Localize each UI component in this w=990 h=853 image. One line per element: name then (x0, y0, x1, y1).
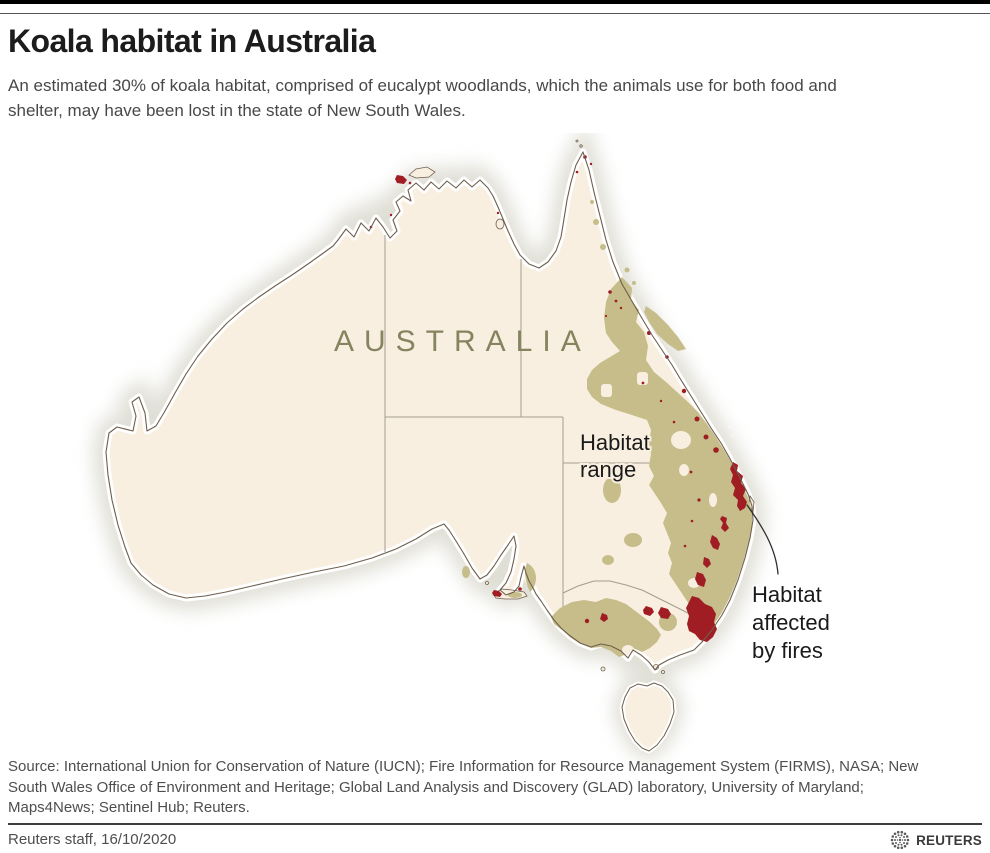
fires-leader-line (746, 504, 779, 575)
page-title: Koala habitat in Australia (8, 23, 376, 59)
reuters-logo-icon (890, 830, 910, 850)
fires-label-line3: by fires (752, 638, 823, 663)
reuters-logo: REUTERS (889, 829, 982, 851)
footer-rule (8, 823, 982, 825)
page-subtitle: An estimated 30% of koala habitat, compr… (8, 76, 837, 120)
habitat-range-label-line2: range (580, 457, 636, 482)
source-text: Source: International Union for Conserva… (8, 758, 919, 816)
fires-label-line2: affected (752, 610, 830, 635)
fires-label: Habitat affected by fires (751, 581, 832, 665)
top-rule (0, 13, 990, 14)
fire-affected-layer (369, 155, 747, 642)
habitat-holes (601, 372, 717, 655)
habitat-range-label: Habitat range (578, 428, 652, 484)
reef-dashes (689, 346, 733, 437)
australia-map: AUSTRALIA Habitat range Habitat affected… (0, 133, 832, 765)
reuters-logo-text: REUTERS (916, 832, 982, 848)
habitat-range-label-line1: Habitat (580, 430, 650, 455)
byline: Reuters staff, 16/10/2020 (8, 831, 177, 848)
fires-label-line1: Habitat (752, 582, 822, 607)
top-black-bar (0, 0, 990, 4)
state-borders (384, 235, 723, 626)
country-label: AUSTRALIA (334, 325, 591, 358)
